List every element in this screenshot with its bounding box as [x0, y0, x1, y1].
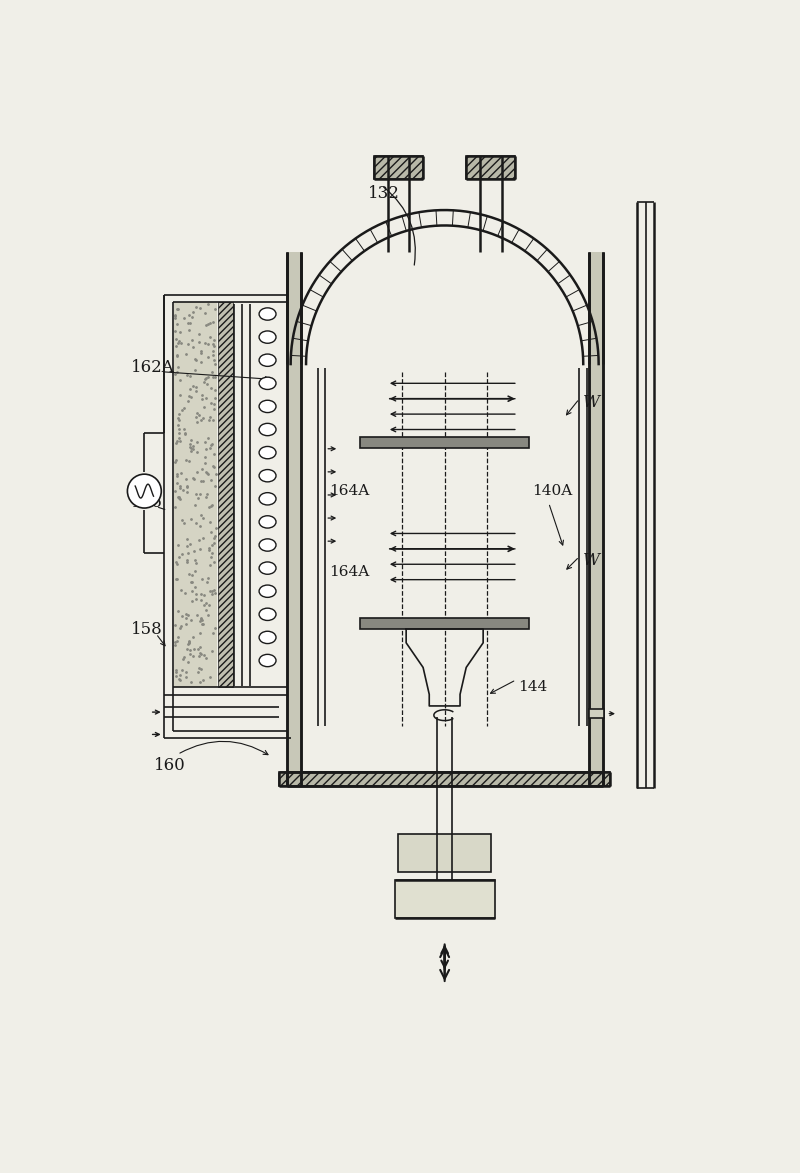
Ellipse shape	[259, 608, 276, 621]
Bar	[589, 252, 602, 772]
Ellipse shape	[259, 655, 276, 666]
Ellipse shape	[259, 562, 276, 575]
Text: W: W	[583, 394, 600, 411]
Bar	[589, 252, 602, 364]
Bar	[360, 438, 530, 448]
Bar	[287, 772, 602, 786]
Bar	[218, 303, 233, 687]
Ellipse shape	[259, 631, 276, 644]
Bar	[466, 156, 515, 179]
Text: 132: 132	[368, 184, 399, 202]
Bar	[287, 252, 301, 364]
Bar	[374, 156, 423, 179]
Ellipse shape	[259, 469, 276, 482]
Text: 164A: 164A	[329, 484, 370, 499]
Ellipse shape	[259, 307, 276, 320]
Bar	[287, 252, 301, 772]
Text: 164A: 164A	[329, 565, 370, 579]
Text: 140A: 140A	[532, 484, 572, 499]
Ellipse shape	[259, 516, 276, 528]
Text: W: W	[583, 552, 600, 569]
Ellipse shape	[259, 538, 276, 551]
Bar	[279, 772, 610, 786]
Bar	[589, 708, 604, 718]
Ellipse shape	[259, 447, 276, 459]
Ellipse shape	[259, 331, 276, 344]
Text: 162A: 162A	[131, 359, 175, 377]
Bar	[398, 834, 491, 873]
Bar	[174, 303, 217, 687]
Bar	[394, 880, 494, 918]
Ellipse shape	[259, 378, 276, 389]
Text: 160: 160	[154, 758, 186, 774]
Text: 144: 144	[518, 680, 547, 694]
Ellipse shape	[259, 400, 276, 413]
Bar	[360, 618, 530, 629]
Ellipse shape	[259, 354, 276, 366]
Ellipse shape	[259, 423, 276, 435]
Text: 158: 158	[131, 622, 163, 638]
Ellipse shape	[259, 585, 276, 597]
Circle shape	[127, 474, 162, 508]
Ellipse shape	[259, 493, 276, 504]
Text: 176: 176	[131, 494, 163, 511]
